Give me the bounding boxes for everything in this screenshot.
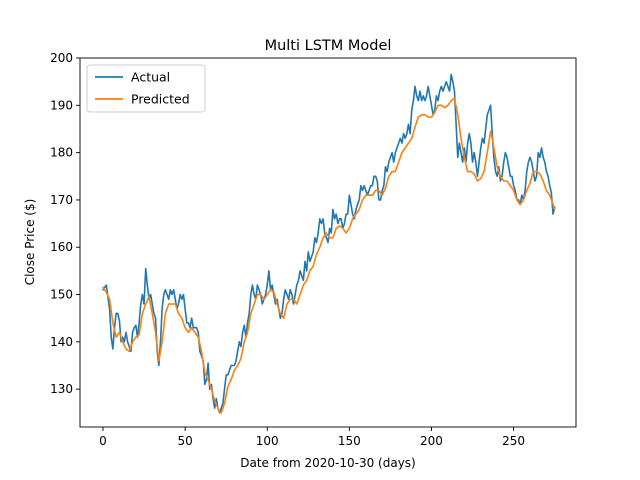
legend: Actual Predicted <box>86 64 206 113</box>
chart-title: Multi LSTM Model <box>265 38 392 54</box>
y-tick-label: 180 <box>50 146 73 160</box>
y-tick-label: 130 <box>50 382 73 396</box>
axes-frame <box>79 57 577 428</box>
x-tick-label: 100 <box>256 434 279 448</box>
x-tick-label: 200 <box>420 434 443 448</box>
legend-label-predicted: Predicted <box>131 92 190 107</box>
x-tick-label: 0 <box>99 434 107 448</box>
plot-area: 0 50 100 150 200 250 130 140 150 160 170 180 190 200 <box>50 51 577 448</box>
x-tick-label: 50 <box>177 434 192 448</box>
y-tick-label: 140 <box>50 335 73 349</box>
legend-label-actual: Actual <box>131 70 170 85</box>
y-tick-label: 170 <box>50 193 73 207</box>
x-tick-label: 250 <box>502 434 525 448</box>
series-line-predicted <box>102 97 556 414</box>
y-tick-label: 200 <box>50 51 73 65</box>
y-tick-label: 160 <box>50 240 73 254</box>
x-tick-label: 150 <box>338 434 361 448</box>
y-axis-label: Close Price ($) <box>23 199 37 286</box>
series-line-actual <box>102 73 556 414</box>
x-axis-label: Date from 2020-10-30 (days) <box>240 456 415 470</box>
y-tick-label: 190 <box>50 98 73 112</box>
y-tick-label: 150 <box>50 288 73 302</box>
